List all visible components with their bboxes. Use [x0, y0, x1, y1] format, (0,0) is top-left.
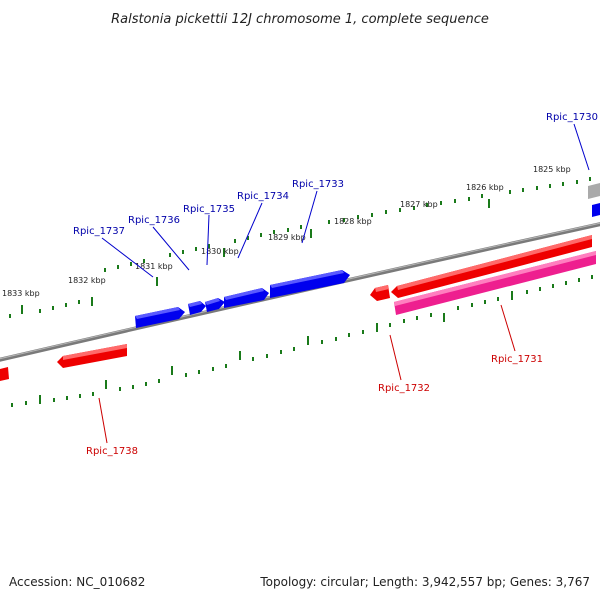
gene-label-rpic-1731[interactable]: Rpic_1731: [491, 354, 543, 365]
gene-label-rpic-1738[interactable]: Rpic_1738: [86, 446, 138, 457]
gene-labels: Rpic_1730 Rpic_1733 Rpic_1734 Rpic_1735 …: [73, 112, 598, 457]
gene-rpic-1734: [224, 288, 269, 308]
gene-red-edge: [0, 367, 9, 381]
gene-label-rpic-1734[interactable]: Rpic_1734: [237, 191, 289, 202]
inner-ticks: [11, 275, 593, 407]
scale-label: 1825 kbp: [533, 165, 571, 174]
gene-label-rpic-1735[interactable]: Rpic_1735: [183, 204, 235, 215]
summary-text: Topology: circular; Length: 3,942,557 bp…: [259, 575, 590, 589]
accession-text: Accession: NC_010682: [9, 575, 145, 589]
forward-leaders: [101, 123, 590, 278]
gene-rpic-1737: [135, 307, 185, 328]
reverse-genes: [0, 235, 596, 381]
gene-label-rpic-1733[interactable]: Rpic_1733: [292, 179, 344, 190]
scale-label: 1831 kbp: [135, 262, 173, 271]
gene-label-rpic-1730[interactable]: Rpic_1730: [546, 112, 598, 123]
outer-ticks: [9, 177, 591, 318]
scale-label: 1833 kbp: [2, 289, 40, 298]
scale-label: 1830 kbp: [201, 247, 239, 256]
map-title: Ralstonia pickettii 12J chromosome 1, co…: [111, 12, 489, 27]
scale-label: 1829 kbp: [268, 233, 306, 242]
reverse-leaders: [98, 304, 516, 444]
forward-genes: [135, 203, 600, 328]
gene-rpic-1733: [270, 270, 350, 298]
gene-label-rpic-1736[interactable]: Rpic_1736: [128, 215, 180, 226]
scale-label: 1826 kbp: [466, 183, 504, 192]
scale-label: 1827 kbp: [400, 200, 438, 209]
scale-labels: 1825 kbp 1826 kbp 1827 kbp 1828 kbp 1829…: [2, 165, 571, 298]
scale-label: 1828 kbp: [334, 217, 372, 226]
gene-grey: [588, 183, 600, 199]
gene-rpic-1730: [592, 203, 600, 217]
gene-label-rpic-1732[interactable]: Rpic_1732: [378, 383, 430, 394]
scale-label: 1832 kbp: [68, 276, 106, 285]
gene-label-rpic-1737[interactable]: Rpic_1737: [73, 226, 125, 237]
